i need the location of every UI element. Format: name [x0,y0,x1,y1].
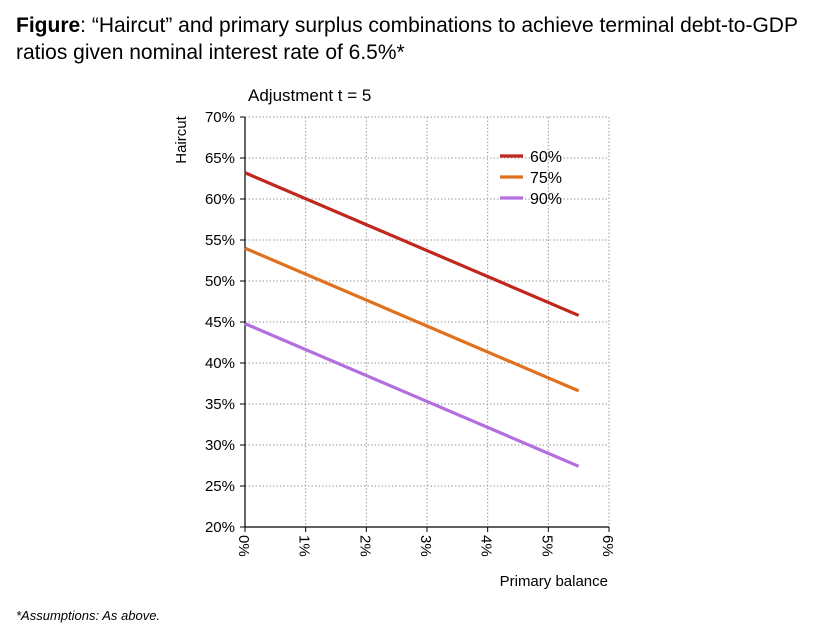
x-tick-label: 1% [296,535,313,557]
y-tick-label: 50% [205,273,235,290]
x-tick-label: 0% [235,535,252,557]
legend-label: 75% [530,170,562,187]
y-tick-label: 30% [205,437,235,454]
figure-title: Figure: “Haircut” and primary surplus co… [16,12,826,66]
x-tick-labels: 0% 1% 2% 3% 4% 5% 6% [235,535,616,557]
y-axis-label: Haircut [173,115,190,163]
x-tick-label: 5% [538,535,555,557]
legend-label: 90% [530,191,562,208]
footnote: *Assumptions: As above. [16,608,161,623]
series-line-90pct [244,322,580,468]
y-tick-label: 70% [205,109,235,126]
y-tick-label: 20% [205,519,235,536]
x-tick-label: 4% [478,535,495,557]
y-tick-label: 45% [205,314,235,331]
y-tick-label: 60% [205,191,235,208]
x-tick-label: 2% [356,535,373,557]
legend-label: 60% [530,149,562,166]
y-tick-label: 35% [205,396,235,413]
series-line-60pct [244,171,580,317]
series-line-75pct [244,246,580,393]
x-axis-label: Primary balance [500,573,608,590]
x-tick-label: 3% [417,535,434,557]
series-lines [244,171,580,468]
y-tick-label: 25% [205,478,235,495]
y-tick-label: 65% [205,150,235,167]
legend: 60% 75% 90% [500,149,562,208]
figure-caption: : “Haircut” and primary surplus combinat… [16,14,798,64]
axes [240,116,610,532]
line-chart: 70% 65% 60% 55% 50% 45% 40% 35% 30% 25% 20% 0% 1% 2%… [173,86,616,590]
y-tick-label: 55% [205,232,235,249]
y-tick-labels: 70% 65% 60% 55% 50% 45% 40% 35% 30% 25% 20% [205,109,235,536]
y-tick-label: 40% [205,355,235,372]
x-tick-label: 6% [599,535,616,557]
chart-title: Adjustment t = 5 [248,86,371,105]
figure-label: Figure [16,14,81,37]
